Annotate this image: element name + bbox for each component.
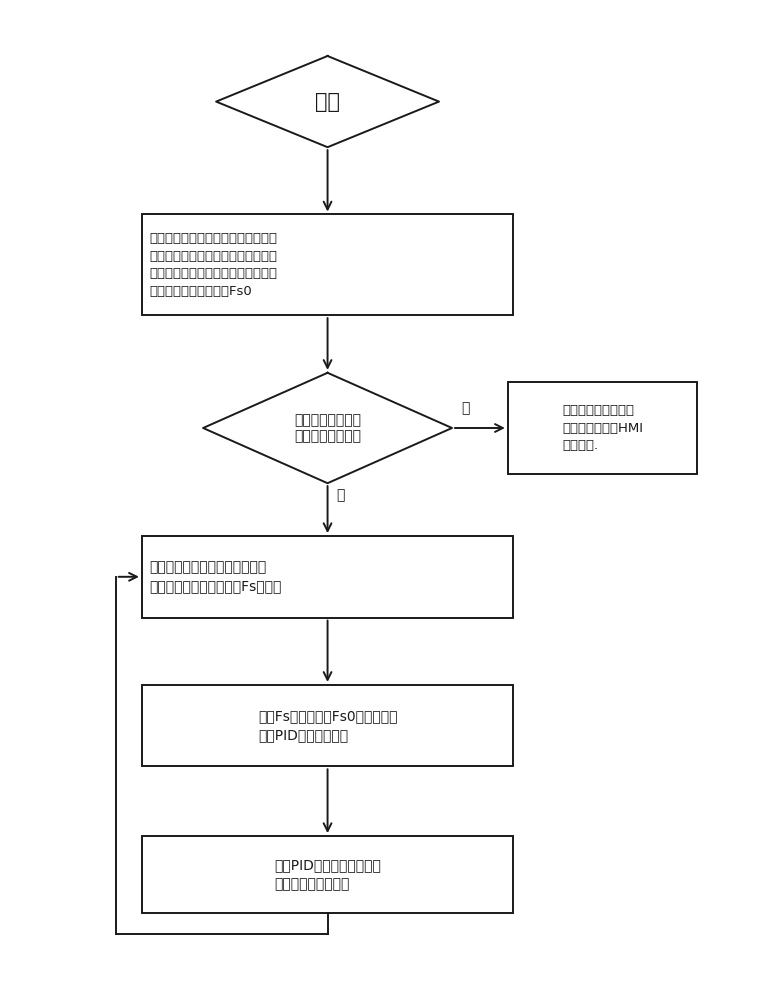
Text: 电流真有效值最大
值高于出厂预设值: 电流真有效值最大 值高于出厂预设值 xyxy=(294,413,361,443)
Bar xyxy=(142,685,513,766)
Bar xyxy=(508,382,697,474)
Bar xyxy=(142,836,513,913)
Polygon shape xyxy=(203,373,452,483)
Text: 由骨刀频带最小频率至最大频率进行
步进扫频，并记录电流真有效值最大
值，同时根据读取的幅值、相位数据
拟合阻抗圆，继而算出Fs0: 由骨刀频带最小频率至最大频率进行 步进扫频，并记录电流真有效值最大 值，同时根据… xyxy=(149,232,277,298)
Bar xyxy=(142,214,513,315)
Text: 判定为骨刀损坏或者
未联接良好，在HMI
给出提示.: 判定为骨刀损坏或者 未联接良好，在HMI 给出提示. xyxy=(562,404,643,452)
Text: 计算Fs和初始测量Fs0的差值，并
进行PID计算输出量。: 计算Fs和初始测量Fs0的差值，并 进行PID计算输出量。 xyxy=(258,709,397,742)
Polygon shape xyxy=(216,56,439,147)
Text: 开始: 开始 xyxy=(315,92,340,112)
Text: 是: 是 xyxy=(337,488,345,502)
Text: 否: 否 xyxy=(461,402,469,416)
Text: 根据读取的幅值、相位数据拟合
阻抗圆。求解出谐振频率Fs输出。: 根据读取的幅值、相位数据拟合 阻抗圆。求解出谐振频率Fs输出。 xyxy=(149,560,282,593)
Bar xyxy=(142,536,513,618)
Text: 根据PID计算的输出量调整
数控激励电源的输出: 根据PID计算的输出量调整 数控激励电源的输出 xyxy=(274,858,381,891)
